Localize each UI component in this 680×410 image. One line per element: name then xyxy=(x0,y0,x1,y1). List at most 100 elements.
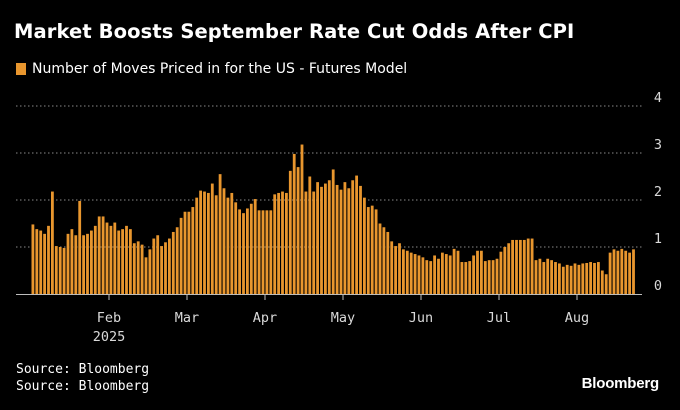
bar xyxy=(90,230,93,294)
bar xyxy=(597,262,600,294)
bar xyxy=(437,258,440,294)
bar xyxy=(429,261,433,294)
bar xyxy=(281,191,284,294)
bar xyxy=(144,257,148,294)
bar xyxy=(324,183,327,294)
bar xyxy=(58,247,62,294)
bar xyxy=(31,224,35,294)
bar xyxy=(210,183,214,294)
bar xyxy=(550,260,553,294)
bar xyxy=(585,262,589,294)
bar xyxy=(179,217,183,294)
bar xyxy=(366,207,370,294)
bar xyxy=(456,250,460,294)
bar xyxy=(304,191,308,294)
x-year-label: 2025 xyxy=(93,329,126,345)
bar xyxy=(577,264,581,294)
bar xyxy=(558,263,561,294)
bar xyxy=(66,233,70,294)
bar xyxy=(460,262,464,294)
bar xyxy=(207,192,210,294)
y-tick-label: 1 xyxy=(654,231,662,247)
bar xyxy=(530,238,534,294)
bar xyxy=(390,241,394,294)
bar xyxy=(168,238,171,294)
bar xyxy=(121,229,124,294)
bar xyxy=(93,225,97,294)
bar xyxy=(565,264,569,294)
bar xyxy=(117,230,121,294)
bar xyxy=(257,210,261,294)
bar xyxy=(499,251,503,294)
bar xyxy=(468,261,472,294)
y-tick-label: 3 xyxy=(654,137,662,153)
x-tick-label: Mar xyxy=(175,310,199,326)
bar xyxy=(398,243,401,294)
bar xyxy=(273,194,277,294)
bar xyxy=(593,262,596,294)
bar xyxy=(511,239,514,294)
x-axis-ticks: Feb 2025 Mar Apr May Jun Jul Aug xyxy=(93,294,589,345)
bar xyxy=(331,169,335,294)
bar xyxy=(538,258,542,294)
bar xyxy=(464,262,468,294)
y-axis-ticks: 0 1 2 3 4 xyxy=(654,90,662,294)
x-tick-label: May xyxy=(331,310,355,326)
bar xyxy=(238,209,241,294)
y-tick-label: 2 xyxy=(654,184,662,200)
bar xyxy=(78,200,82,294)
bar xyxy=(152,238,156,294)
bar xyxy=(378,223,382,294)
bar xyxy=(386,231,390,294)
bar xyxy=(507,243,511,294)
bar xyxy=(86,233,89,294)
bar xyxy=(483,261,487,294)
bar xyxy=(448,255,452,294)
bar xyxy=(187,211,191,294)
bar xyxy=(39,230,43,294)
bar xyxy=(335,184,339,294)
bar xyxy=(242,213,245,294)
bar xyxy=(476,250,479,294)
source-note: Source: Bloomberg xyxy=(16,362,150,377)
bar xyxy=(363,197,366,294)
bar xyxy=(269,210,273,294)
x-tick-label: Jun xyxy=(409,310,433,326)
bar xyxy=(308,176,312,294)
bar xyxy=(444,254,448,294)
bar xyxy=(425,260,429,294)
bar xyxy=(292,153,296,294)
bar xyxy=(351,180,355,294)
bar xyxy=(226,197,230,294)
bar xyxy=(600,270,604,294)
bar xyxy=(97,216,101,294)
bar xyxy=(441,252,444,294)
x-tick-label: Feb xyxy=(97,310,121,326)
bar xyxy=(546,258,550,294)
bar xyxy=(300,144,304,294)
bar xyxy=(35,229,39,294)
bar xyxy=(47,225,50,294)
bloomberg-logo: Bloomberg xyxy=(581,375,660,392)
bar xyxy=(632,249,635,294)
bar xyxy=(199,190,202,294)
bar xyxy=(218,174,222,294)
bar xyxy=(417,255,421,294)
bar xyxy=(148,249,152,294)
bar xyxy=(43,233,46,294)
bar xyxy=(203,191,206,294)
bar xyxy=(316,182,319,294)
bar xyxy=(288,170,292,294)
bar xyxy=(355,175,358,294)
bar xyxy=(265,210,269,294)
bar xyxy=(191,207,195,294)
bar xyxy=(487,260,491,294)
legend-label: Number of Moves Priced in for the US - F… xyxy=(32,61,408,77)
bar xyxy=(612,249,616,294)
bar xyxy=(246,208,249,294)
x-tick-label: Aug xyxy=(565,310,589,326)
bar xyxy=(452,248,456,294)
y-tick-label: 0 xyxy=(654,278,662,294)
bar xyxy=(183,211,187,294)
bar xyxy=(70,229,74,294)
